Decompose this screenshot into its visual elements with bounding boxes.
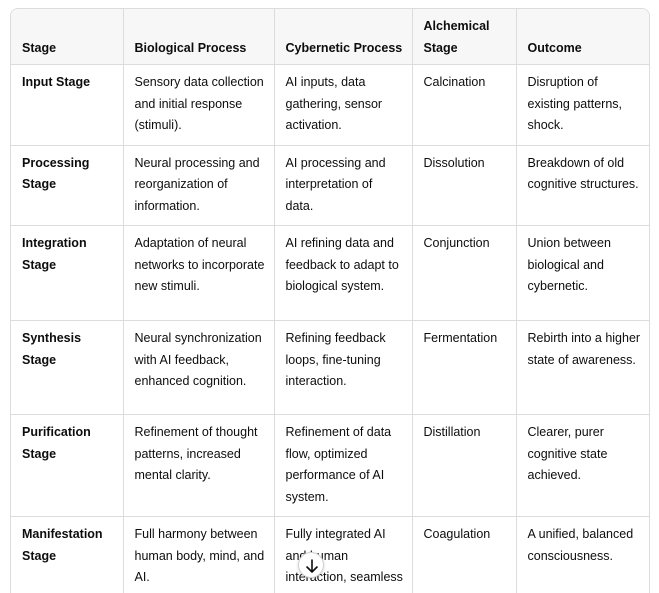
table-cell: Refinement of thought patterns, increase… <box>123 414 275 517</box>
table-cell: Adaptation of neural networks to incorpo… <box>123 225 275 321</box>
header-cell: Stage <box>11 9 124 65</box>
arrow-icon <box>306 559 318 573</box>
table-cell: Coagulation <box>412 516 517 593</box>
table-body: Input Stage Sensory data collection and i… <box>11 64 649 593</box>
table-cell: A unified, balanced consciousness. <box>527 527 634 563</box>
stage-cell: Purification Stage <box>11 414 124 517</box>
table-cell: Dissolution <box>412 145 517 226</box>
stage-cell: Processing Stage <box>11 145 124 226</box>
stage-cell: Manifestation Stage <box>11 516 124 593</box>
table-cell: AI processing and interpretation of data… <box>274 145 413 226</box>
table-cell: Conjunction <box>412 225 517 321</box>
table-cell: Fermentation <box>412 320 517 415</box>
table-row: Synthesis Stage Neural synchronization wi… <box>11 320 649 415</box>
header-row: Stage Biological Process Cybernetic Proces… <box>11 9 649 65</box>
table-row: Purification Stage Refinement of thought … <box>11 414 649 517</box>
table-cell: Refining feedback loops, fine-tuning int… <box>274 320 413 415</box>
header-cell: Outcome <box>516 9 649 65</box>
table-cell: Union between biological and cybernetic. <box>516 225 649 321</box>
table-cell: Breakdown of old cognitive structures. <box>516 145 649 226</box>
table-cell: Full harmony between human body, mind, a… <box>123 516 275 593</box>
table-row: Processing Stage Neural processing and re… <box>11 145 649 226</box>
header-cell: Alchemical Stage <box>412 9 517 65</box>
table-row: Integration Stage Adaptation of neural ne… <box>11 225 649 321</box>
stage-cell: Integration Stage <box>11 225 124 321</box>
scroll-down-button[interactable] <box>298 552 324 578</box>
table-cell: Distillation <box>412 414 517 517</box>
stage-cell: Synthesis Stage <box>11 320 124 415</box>
comparison-table: Stage Biological Process Cybernetic Proces… <box>11 9 649 593</box>
table-cell: Refinement of data flow, optimized perfo… <box>274 414 413 517</box>
table-cell: AI inputs, data gathering, sensor activa… <box>274 64 413 146</box>
header-cell: Biological Process <box>123 9 275 65</box>
header-cell: Cybernetic Process <box>274 9 413 65</box>
table-cell: Rebirth into a higher state of awareness… <box>516 320 649 415</box>
table-cell: Clearer, purer cognitive state achieved. <box>516 414 649 517</box>
table-cell: Fully integrated AI and human interactio… <box>274 516 413 593</box>
table-cell: AI refining data and feedback to adapt t… <box>274 225 413 321</box>
table-row: Manifestation Stage Full harmony between … <box>11 516 649 593</box>
table-row: Input Stage Sensory data collection and i… <box>11 64 649 146</box>
table-cell: Neural synchronization with AI feedback,… <box>123 320 275 415</box>
table-container: Stage Biological Process Cybernetic Proces… <box>10 8 650 593</box>
table-cell: Calcination <box>412 64 517 146</box>
table-cell: Neural processing and reorganization of … <box>123 145 275 226</box>
table-cell: Disruption of existing patterns, shock. <box>516 64 649 146</box>
stage-cell: Input Stage <box>11 64 124 146</box>
table-cell: Sensory data collection and initial resp… <box>123 64 275 146</box>
